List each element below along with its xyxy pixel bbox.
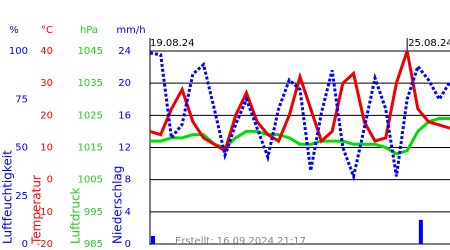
y-tick-label: 12 [118, 143, 131, 154]
axis-title: Niederschlag [111, 166, 125, 244]
y-tick-label: 10 [40, 143, 53, 154]
series-line [149, 51, 450, 182]
x-tick-label: 25.08.24 [408, 38, 450, 49]
y-tick-label: 20 [40, 110, 53, 121]
y-tick-label: 0 [47, 175, 53, 186]
y-tick-label: 0 [125, 239, 131, 250]
y-tick-label: 1035 [78, 78, 103, 89]
y-tick-label: 40 [40, 46, 53, 57]
axis-title: Temperatur [30, 175, 44, 245]
y-tick-label: 4 [125, 207, 131, 218]
axis-unit: °C [41, 25, 53, 36]
y-tick-label: 100 [9, 46, 28, 57]
y-tick-label: 30 [40, 78, 53, 89]
y-tick-label: 25 [15, 191, 28, 202]
y-tick-label: 985 [84, 239, 103, 250]
y-tick-label: 24 [118, 46, 131, 57]
precip-bar [151, 235, 155, 244]
axis-unit: % [9, 25, 19, 36]
axis-unit: mm/h [116, 25, 145, 36]
y-tick-label: 75 [15, 94, 28, 105]
axis-title: Luftfeuchtigkeit [1, 150, 15, 244]
y-tick-label: -20 [37, 239, 53, 250]
y-tick-label: 1015 [78, 143, 103, 154]
series-line [149, 50, 450, 153]
y-tick-label: 50 [15, 143, 28, 154]
y-tick-label: 1045 [78, 46, 103, 57]
x-tick-label: 19.08.24 [150, 38, 195, 49]
y-tick-label: -10 [37, 207, 53, 218]
y-tick-label: 16 [118, 110, 131, 121]
y-tick-label: 995 [84, 207, 103, 218]
y-tick-label: 0 [22, 239, 28, 250]
y-tick-label: 1025 [78, 110, 103, 121]
precip-bar [418, 219, 423, 244]
y-tick-label: 1005 [78, 175, 103, 186]
axis-unit: hPa [80, 25, 98, 36]
y-tick-label: 8 [125, 175, 131, 186]
axis-title: Luftdruck [69, 187, 83, 244]
footer: Erstellt: 16.09.2024 21:17 [175, 236, 306, 247]
y-tick-label: 20 [118, 78, 131, 89]
